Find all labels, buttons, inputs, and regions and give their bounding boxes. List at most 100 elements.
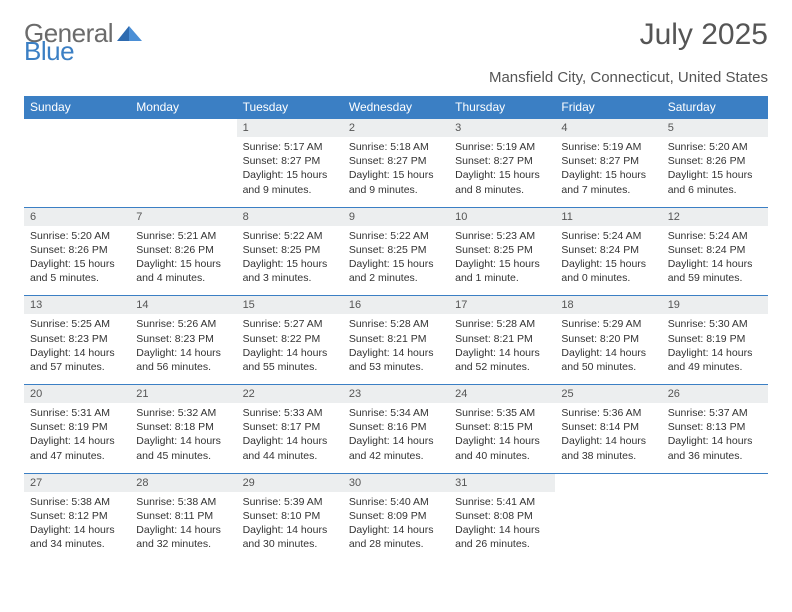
sunset-text: Sunset: 8:13 PM bbox=[668, 420, 762, 434]
day2-text: and 3 minutes. bbox=[243, 271, 337, 285]
day-info-cell: Sunrise: 5:28 AMSunset: 8:21 PMDaylight:… bbox=[343, 314, 449, 384]
sunrise-text: Sunrise: 5:22 AM bbox=[349, 229, 443, 243]
day2-text: and 6 minutes. bbox=[668, 183, 762, 197]
day1-text: Daylight: 14 hours bbox=[455, 434, 549, 448]
day-info-cell: Sunrise: 5:27 AMSunset: 8:22 PMDaylight:… bbox=[237, 314, 343, 384]
day-number-cell: 2 bbox=[343, 119, 449, 138]
day-info-cell: Sunrise: 5:33 AMSunset: 8:17 PMDaylight:… bbox=[237, 403, 343, 473]
dow-thursday: Thursday bbox=[449, 96, 555, 119]
sunrise-text: Sunrise: 5:21 AM bbox=[136, 229, 230, 243]
dow-header-row: Sunday Monday Tuesday Wednesday Thursday… bbox=[24, 96, 768, 119]
day-number-cell: 26 bbox=[662, 385, 768, 404]
day1-text: Daylight: 15 hours bbox=[243, 168, 337, 182]
day-number-cell bbox=[662, 473, 768, 492]
sunset-text: Sunset: 8:27 PM bbox=[243, 154, 337, 168]
sunset-text: Sunset: 8:27 PM bbox=[349, 154, 443, 168]
sunrise-text: Sunrise: 5:36 AM bbox=[561, 406, 655, 420]
day1-text: Daylight: 15 hours bbox=[561, 168, 655, 182]
day-number-cell: 8 bbox=[237, 207, 343, 226]
sunset-text: Sunset: 8:25 PM bbox=[243, 243, 337, 257]
day1-text: Daylight: 14 hours bbox=[349, 346, 443, 360]
day2-text: and 59 minutes. bbox=[668, 271, 762, 285]
sunrise-text: Sunrise: 5:34 AM bbox=[349, 406, 443, 420]
day-info-cell bbox=[24, 137, 130, 207]
day-number-cell: 3 bbox=[449, 119, 555, 138]
sunrise-text: Sunrise: 5:40 AM bbox=[349, 495, 443, 509]
calendar-table: Sunday Monday Tuesday Wednesday Thursday… bbox=[24, 96, 768, 561]
day-info-cell: Sunrise: 5:34 AMSunset: 8:16 PMDaylight:… bbox=[343, 403, 449, 473]
sunset-text: Sunset: 8:14 PM bbox=[561, 420, 655, 434]
sunset-text: Sunset: 8:20 PM bbox=[561, 332, 655, 346]
day-number-cell: 22 bbox=[237, 385, 343, 404]
day-number-cell: 1 bbox=[237, 119, 343, 138]
sunrise-text: Sunrise: 5:28 AM bbox=[349, 317, 443, 331]
sunrise-text: Sunrise: 5:38 AM bbox=[136, 495, 230, 509]
day-info-cell: Sunrise: 5:32 AMSunset: 8:18 PMDaylight:… bbox=[130, 403, 236, 473]
sunset-text: Sunset: 8:23 PM bbox=[30, 332, 124, 346]
day1-text: Daylight: 15 hours bbox=[455, 257, 549, 271]
day-info-cell: Sunrise: 5:29 AMSunset: 8:20 PMDaylight:… bbox=[555, 314, 661, 384]
day1-text: Daylight: 14 hours bbox=[136, 434, 230, 448]
day-info-cell: Sunrise: 5:23 AMSunset: 8:25 PMDaylight:… bbox=[449, 226, 555, 296]
sunset-text: Sunset: 8:08 PM bbox=[455, 509, 549, 523]
day-info-cell: Sunrise: 5:40 AMSunset: 8:09 PMDaylight:… bbox=[343, 492, 449, 562]
sunset-text: Sunset: 8:19 PM bbox=[668, 332, 762, 346]
day-info-cell: Sunrise: 5:20 AMSunset: 8:26 PMDaylight:… bbox=[24, 226, 130, 296]
day-info-cell bbox=[130, 137, 236, 207]
day-number-cell: 9 bbox=[343, 207, 449, 226]
day-number-cell: 7 bbox=[130, 207, 236, 226]
dow-tuesday: Tuesday bbox=[237, 96, 343, 119]
day1-text: Daylight: 15 hours bbox=[561, 257, 655, 271]
day-number-cell: 24 bbox=[449, 385, 555, 404]
day2-text: and 57 minutes. bbox=[30, 360, 124, 374]
day1-text: Daylight: 14 hours bbox=[30, 523, 124, 537]
day-number-cell: 31 bbox=[449, 473, 555, 492]
logo-text-2: Blue bbox=[24, 36, 74, 67]
daynum-row: 13141516171819 bbox=[24, 296, 768, 315]
day1-text: Daylight: 14 hours bbox=[136, 346, 230, 360]
sunrise-text: Sunrise: 5:37 AM bbox=[668, 406, 762, 420]
day-info-cell: Sunrise: 5:22 AMSunset: 8:25 PMDaylight:… bbox=[343, 226, 449, 296]
sunrise-text: Sunrise: 5:38 AM bbox=[30, 495, 124, 509]
day-number-cell bbox=[130, 119, 236, 138]
day-info-cell: Sunrise: 5:20 AMSunset: 8:26 PMDaylight:… bbox=[662, 137, 768, 207]
day-info-cell bbox=[555, 492, 661, 562]
sunset-text: Sunset: 8:11 PM bbox=[136, 509, 230, 523]
dow-wednesday: Wednesday bbox=[343, 96, 449, 119]
sunrise-text: Sunrise: 5:24 AM bbox=[668, 229, 762, 243]
day-info-cell: Sunrise: 5:24 AMSunset: 8:24 PMDaylight:… bbox=[662, 226, 768, 296]
day-info-cell: Sunrise: 5:21 AMSunset: 8:26 PMDaylight:… bbox=[130, 226, 236, 296]
sunrise-text: Sunrise: 5:26 AM bbox=[136, 317, 230, 331]
logo-mark-icon bbox=[117, 18, 143, 49]
sunrise-text: Sunrise: 5:27 AM bbox=[243, 317, 337, 331]
day2-text: and 34 minutes. bbox=[30, 537, 124, 551]
sunrise-text: Sunrise: 5:35 AM bbox=[455, 406, 549, 420]
info-row: Sunrise: 5:25 AMSunset: 8:23 PMDaylight:… bbox=[24, 314, 768, 384]
day-info-cell: Sunrise: 5:30 AMSunset: 8:19 PMDaylight:… bbox=[662, 314, 768, 384]
calendar-body: 12345Sunrise: 5:17 AMSunset: 8:27 PMDayl… bbox=[24, 119, 768, 562]
sunset-text: Sunset: 8:25 PM bbox=[455, 243, 549, 257]
sunrise-text: Sunrise: 5:22 AM bbox=[243, 229, 337, 243]
sunrise-text: Sunrise: 5:20 AM bbox=[30, 229, 124, 243]
sunset-text: Sunset: 8:27 PM bbox=[561, 154, 655, 168]
daynum-row: 6789101112 bbox=[24, 207, 768, 226]
day-info-cell: Sunrise: 5:17 AMSunset: 8:27 PMDaylight:… bbox=[237, 137, 343, 207]
sunrise-text: Sunrise: 5:32 AM bbox=[136, 406, 230, 420]
day2-text: and 8 minutes. bbox=[455, 183, 549, 197]
day-number-cell: 6 bbox=[24, 207, 130, 226]
day2-text: and 40 minutes. bbox=[455, 449, 549, 463]
sunrise-text: Sunrise: 5:19 AM bbox=[455, 140, 549, 154]
sunrise-text: Sunrise: 5:41 AM bbox=[455, 495, 549, 509]
day1-text: Daylight: 15 hours bbox=[349, 257, 443, 271]
sunset-text: Sunset: 8:10 PM bbox=[243, 509, 337, 523]
day-info-cell: Sunrise: 5:38 AMSunset: 8:12 PMDaylight:… bbox=[24, 492, 130, 562]
sunset-text: Sunset: 8:22 PM bbox=[243, 332, 337, 346]
day2-text: and 9 minutes. bbox=[243, 183, 337, 197]
day1-text: Daylight: 15 hours bbox=[136, 257, 230, 271]
day1-text: Daylight: 14 hours bbox=[30, 434, 124, 448]
day2-text: and 42 minutes. bbox=[349, 449, 443, 463]
info-row: Sunrise: 5:17 AMSunset: 8:27 PMDaylight:… bbox=[24, 137, 768, 207]
day1-text: Daylight: 14 hours bbox=[561, 346, 655, 360]
day1-text: Daylight: 15 hours bbox=[30, 257, 124, 271]
day-number-cell: 18 bbox=[555, 296, 661, 315]
